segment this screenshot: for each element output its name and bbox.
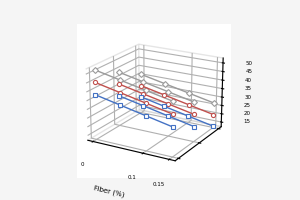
X-axis label: Fiber (%): Fiber (%) <box>94 185 125 198</box>
